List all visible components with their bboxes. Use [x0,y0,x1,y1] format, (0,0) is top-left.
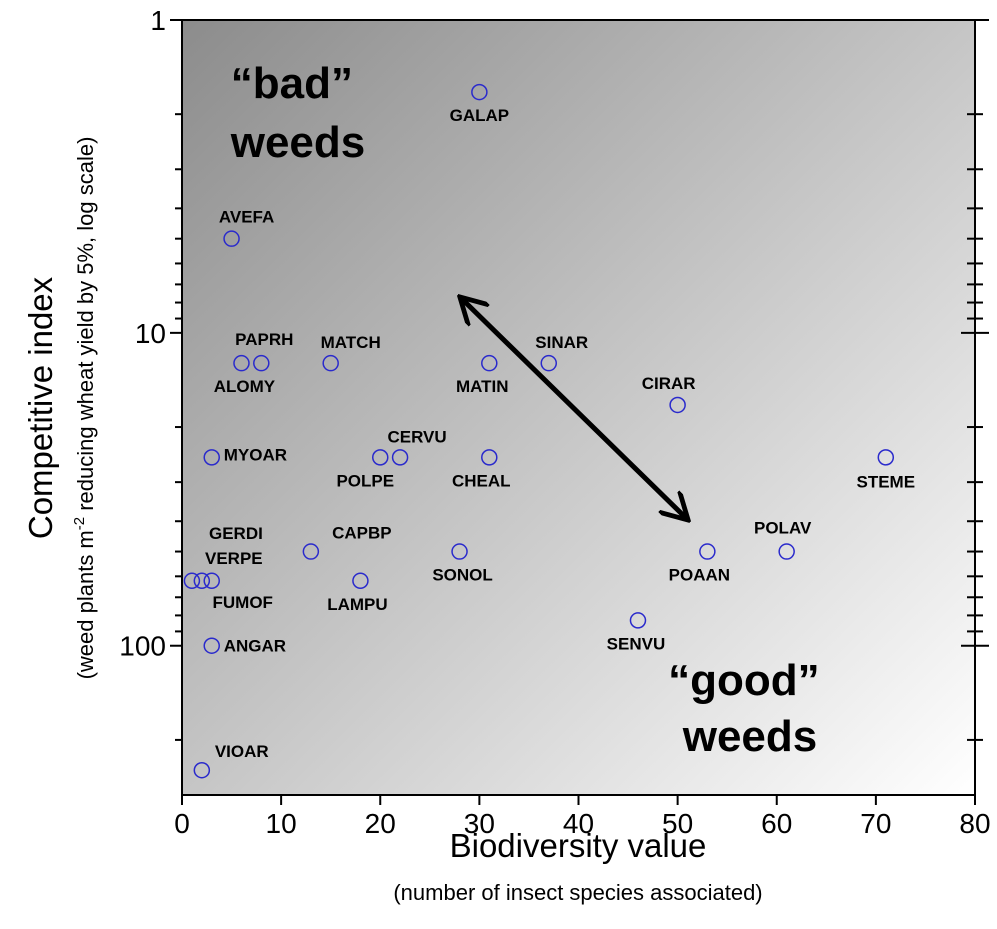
point [203,449,220,466]
point-label: FUMOF [213,593,273,612]
point-label: POLPE [336,471,394,490]
point-label: POLAV [754,519,812,538]
y-axis-subtitle: (weed plants m-2 reducing wheat yield by… [71,137,98,680]
point [233,354,250,372]
point-label: AVEFA [219,208,274,227]
point [352,572,369,590]
x-tick-label: 60 [761,808,792,839]
point-label: CERVU [387,427,446,446]
y-tick-label: 100 [119,631,166,662]
point [322,354,339,372]
point-label: ANGAR [224,637,286,656]
point-label: LAMPU [327,595,387,614]
point [481,354,498,372]
point [481,449,498,466]
point-label: SINAR [535,333,588,352]
point-label: VERPE [205,549,263,568]
x-axis-subtitle: (number of insect species associated) [393,880,762,905]
point [451,543,468,560]
y-tick-label: 10 [135,318,166,349]
point [183,572,201,590]
point [540,354,558,372]
x-tick-label: 40 [563,808,594,839]
point [629,612,647,629]
point-label: VIOAR [215,742,269,761]
point [193,572,211,590]
point [778,543,795,560]
point-label: MYOAR [224,445,287,464]
point-label: GERDI [209,524,263,543]
point-label: CAPBP [332,524,392,543]
y-tick-label: 1 [150,5,166,36]
x-tick-label: 80 [959,808,990,839]
point [253,354,270,372]
point-label: CIRAR [642,374,696,393]
point-label: CHEAL [452,471,511,490]
arrow [462,299,686,518]
point-label: POAAN [669,566,730,585]
point [302,543,320,560]
point [699,543,716,560]
x-tick-label: 20 [365,808,396,839]
point-label: MATIN [456,377,509,396]
point [372,449,389,466]
x-tick-label: 70 [860,808,891,839]
point [193,761,211,779]
point-label: ALOMY [214,377,276,396]
point [391,449,409,466]
point-label: SONOL [432,566,492,585]
y-axis-title: Competitive index [22,276,59,539]
point [203,572,220,590]
point [877,449,895,466]
point [471,83,488,101]
point [203,637,220,654]
annotation: “good” weeds [668,656,832,761]
x-tick-label: 0 [174,808,190,839]
point [669,396,686,414]
x-tick-label: 50 [662,808,693,839]
x-tick-label: 10 [266,808,297,839]
point-label: SENVU [607,634,666,653]
point-label: GALAP [450,106,510,125]
point-label: PAPRH [235,330,293,349]
x-axis-title: Biodiversity value [450,827,707,864]
annotation: “bad” weeds [230,59,366,167]
point [223,230,240,247]
x-tick-label: 30 [464,808,495,839]
point-label: STEME [857,472,916,491]
point-label: MATCH [321,333,381,352]
